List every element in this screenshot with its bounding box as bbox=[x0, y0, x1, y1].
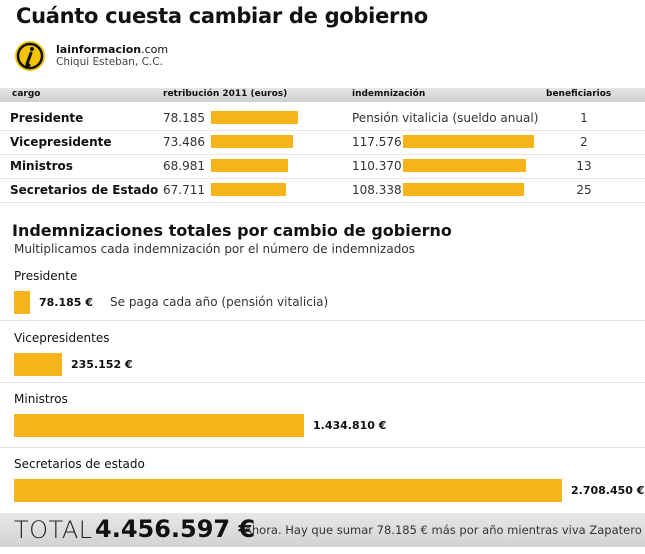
brand-name: lainformacion bbox=[56, 43, 142, 56]
total-bar-mark bbox=[14, 291, 30, 314]
total-bar: TOTAL 4.456.597 € Ahora. Hay que sumar 7… bbox=[0, 513, 645, 547]
table-row: Vicepresidente 73.486 117.576 2 bbox=[0, 130, 645, 155]
total-label: TOTAL bbox=[14, 516, 93, 544]
cell-cargo: Vicepresidente bbox=[10, 135, 112, 149]
total-bar-mark bbox=[14, 479, 562, 502]
cell-retribucion: 67.711 bbox=[163, 183, 205, 197]
group-label: Vicepresidentes bbox=[14, 331, 110, 345]
total-bar-mark bbox=[14, 414, 304, 437]
page-title: Cuánto cuesta cambiar de gobierno bbox=[16, 4, 428, 28]
brand-block: lainformacion.com Chiqui Esteban, C.C. bbox=[56, 43, 168, 69]
retribucion-bar bbox=[211, 111, 298, 124]
cell-indemnizacion: 117.576 bbox=[352, 135, 402, 149]
cell-cargo: Presidente bbox=[10, 111, 84, 125]
section-subtitle: Multiplicamos cada indemnización por el … bbox=[14, 242, 415, 256]
group-label: Secretarios de estado bbox=[14, 457, 145, 471]
header-retribucion: retribución 2011 (euros) bbox=[163, 89, 288, 99]
section-title: Indemnizaciones totales por cambio de go… bbox=[12, 221, 452, 240]
total-note: Ahora. Hay que sumar 78.185 € más por añ… bbox=[244, 523, 642, 537]
total-group: Secretarios de estado 2.708.450 € bbox=[0, 450, 645, 508]
retribucion-bar bbox=[211, 183, 286, 196]
header-beneficiarios: beneficiarios bbox=[546, 89, 612, 99]
cell-beneficiarios: 2 bbox=[580, 135, 588, 149]
cell-beneficiarios: 1 bbox=[580, 111, 588, 125]
author: Chiqui Esteban, C.C. bbox=[56, 56, 163, 68]
info-i-icon bbox=[15, 41, 45, 71]
total-group: Vicepresidentes 235.152 € bbox=[0, 324, 645, 383]
table-row: Secretarios de Estado 67.711 108.338 25 bbox=[0, 178, 645, 203]
indemnizacion-bar bbox=[403, 183, 524, 196]
cell-beneficiarios: 25 bbox=[576, 183, 592, 197]
indemnizacion-bar bbox=[403, 159, 526, 172]
header-cargo: cargo bbox=[12, 89, 41, 99]
cell-retribucion: 68.981 bbox=[163, 159, 205, 173]
table-row: Presidente 78.185 Pensión vitalicia (sueld… bbox=[0, 106, 645, 131]
group-label: Ministros bbox=[14, 392, 68, 406]
group-value: 235.152 € bbox=[71, 358, 133, 371]
group-note: Se paga cada año (pensión vitalicia) bbox=[110, 295, 329, 309]
cell-indemnizacion: 110.370 bbox=[352, 159, 402, 173]
cell-retribucion: 78.185 bbox=[163, 111, 205, 125]
cell-cargo: Secretarios de Estado bbox=[10, 183, 159, 197]
group-value: 78.185 € bbox=[39, 296, 93, 309]
total-group: Presidente 78.185 € Se paga cada año (pens… bbox=[0, 262, 645, 321]
table-row: Ministros 68.981 110.370 13 bbox=[0, 154, 645, 179]
total-value: 4.456.597 € bbox=[95, 515, 256, 543]
group-value: 2.708.450 € bbox=[571, 484, 645, 497]
header-indemnizacion: indemnización bbox=[352, 89, 426, 99]
cell-retribucion: 73.486 bbox=[163, 135, 205, 149]
cell-indemnizacion: 108.338 bbox=[352, 183, 402, 197]
total-bar-mark bbox=[14, 353, 62, 376]
total-group: Ministros 1.434.810 € bbox=[0, 385, 645, 448]
group-label: Presidente bbox=[14, 269, 78, 283]
cell-beneficiarios: 13 bbox=[576, 159, 592, 173]
brand-suffix: .com bbox=[141, 43, 169, 56]
indemnizacion-bar bbox=[403, 135, 534, 148]
cell-cargo: Ministros bbox=[10, 159, 73, 173]
cell-indemnizacion: Pensión vitalicia (sueldo anual) bbox=[352, 111, 539, 125]
table-header: cargo retribución 2011 (euros) indemniza… bbox=[0, 88, 645, 102]
group-value: 1.434.810 € bbox=[313, 419, 387, 432]
retribucion-bar bbox=[211, 159, 288, 172]
retribucion-bar bbox=[211, 135, 293, 148]
